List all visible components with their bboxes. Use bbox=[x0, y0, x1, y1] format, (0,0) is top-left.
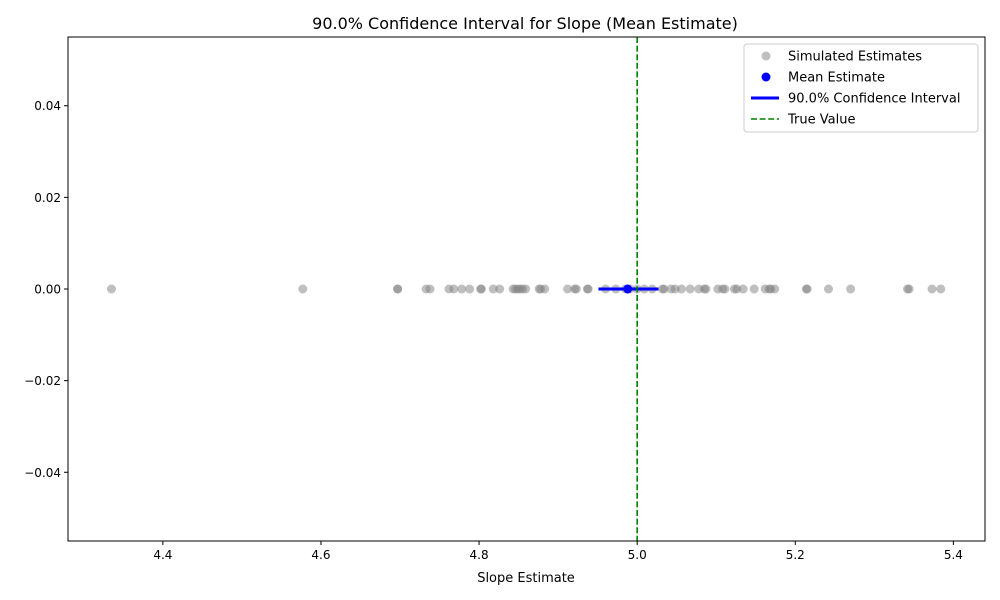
simulated-estimate-point bbox=[495, 284, 505, 294]
simulated-estimate-point bbox=[770, 284, 780, 294]
y-tick-label: −0.02 bbox=[24, 374, 61, 388]
simulated-estimate-point bbox=[720, 284, 730, 294]
simulated-estimate-point bbox=[449, 284, 459, 294]
chart-title: 90.0% Confidence Interval for Slope (Mea… bbox=[312, 14, 738, 33]
simulated-estimate-point bbox=[425, 284, 435, 294]
simulated-estimate-point bbox=[521, 284, 531, 294]
y-tick-label: 0.00 bbox=[34, 283, 61, 297]
simulated-estimate-point bbox=[298, 284, 308, 294]
simulated-estimate-point bbox=[540, 284, 550, 294]
simulated-estimate-point bbox=[457, 284, 467, 294]
legend-label: 90.0% Confidence Interval bbox=[788, 92, 960, 107]
simulated-estimate-point bbox=[571, 284, 581, 294]
legend: Simulated Estimates Mean Estimate 90.0% Co… bbox=[743, 43, 979, 133]
simulated-estimate-point bbox=[732, 284, 742, 294]
simulated-estimate-point bbox=[676, 284, 686, 294]
simulated-estimate-point bbox=[583, 284, 593, 294]
x-tick-label: 5.0 bbox=[628, 548, 647, 562]
y-tick-label: 0.02 bbox=[34, 191, 61, 205]
simulated-estimate-point bbox=[465, 284, 475, 294]
x-tick-label: 4.4 bbox=[153, 548, 172, 562]
simulated-estimate-point bbox=[488, 284, 498, 294]
simulated-estimate-point bbox=[563, 284, 573, 294]
axes: 4.4 4.6 4.8 5.0 5.2 5.4 0.04 0.02 0.00 −0.02 −0.04 bbox=[24, 36, 986, 562]
legend-label: Mean Estimate bbox=[788, 71, 885, 86]
simulated-estimate-point bbox=[846, 284, 856, 294]
simulated-estimate-point bbox=[670, 284, 680, 294]
simulated-estimate-point bbox=[904, 284, 914, 294]
y-tick-label: 0.04 bbox=[34, 99, 61, 113]
y-tick-label: −0.04 bbox=[24, 466, 61, 480]
simulated-estimate-point bbox=[823, 284, 833, 294]
x-tick-label: 5.2 bbox=[786, 548, 805, 562]
legend-marker-simulated bbox=[761, 51, 771, 61]
simulated-estimate-point bbox=[476, 284, 486, 294]
simulated-estimate-point bbox=[106, 284, 116, 294]
simulated-estimate-point bbox=[802, 284, 812, 294]
x-tick-label: 5.4 bbox=[944, 548, 963, 562]
mean-estimate-point bbox=[623, 284, 633, 294]
simulated-estimate-point bbox=[738, 284, 748, 294]
simulated-estimate-point bbox=[685, 284, 695, 294]
legend-marker-mean bbox=[761, 72, 771, 82]
legend-box bbox=[743, 43, 979, 133]
legend-label: Simulated Estimates bbox=[788, 50, 922, 65]
x-tick-label: 4.8 bbox=[470, 548, 489, 562]
x-tick-label: 4.6 bbox=[311, 548, 330, 562]
simulated-estimate-point bbox=[393, 284, 403, 294]
x-axis-label: Slope Estimate bbox=[477, 571, 575, 586]
simulated-estimate-point bbox=[659, 284, 669, 294]
simulated-estimate-point bbox=[701, 284, 711, 294]
simulated-estimate-point bbox=[927, 284, 937, 294]
plot-area bbox=[106, 37, 946, 541]
legend-label: True Value bbox=[787, 113, 855, 128]
simulated-estimate-point bbox=[936, 284, 946, 294]
simulated-estimate-point bbox=[749, 284, 759, 294]
